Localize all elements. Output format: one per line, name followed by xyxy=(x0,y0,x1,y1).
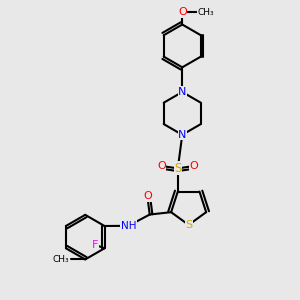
Text: O: O xyxy=(157,161,166,171)
Text: N: N xyxy=(178,130,187,140)
Text: CH₃: CH₃ xyxy=(53,255,70,264)
Text: O: O xyxy=(178,7,187,17)
Text: S: S xyxy=(185,220,192,230)
Text: S: S xyxy=(174,162,182,175)
Text: CH₃: CH₃ xyxy=(197,8,214,16)
Text: NH: NH xyxy=(121,221,136,231)
Text: O: O xyxy=(143,191,152,201)
Text: O: O xyxy=(190,161,199,171)
Text: N: N xyxy=(178,87,187,97)
Text: F: F xyxy=(92,240,98,250)
